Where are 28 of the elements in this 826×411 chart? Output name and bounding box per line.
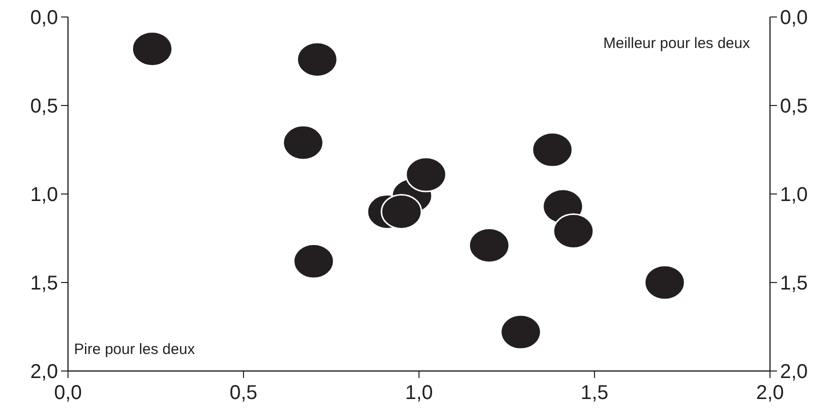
- point: [644, 264, 686, 300]
- y-tick-label: 0,0: [30, 7, 58, 29]
- x-tick-label: 1,0: [405, 382, 433, 404]
- y2-tick-label: 0,0: [780, 7, 808, 29]
- y-tick-label: 0,5: [30, 96, 58, 118]
- y2-tick-label: 1,5: [780, 272, 808, 294]
- point: [468, 228, 510, 264]
- x-tick-label: 0,5: [230, 382, 258, 404]
- point: [131, 31, 173, 67]
- point: [282, 124, 324, 160]
- y2-tick-label: 1,0: [780, 184, 808, 206]
- y-tick-label: 1,5: [30, 272, 58, 294]
- point: [380, 194, 422, 230]
- point: [405, 156, 447, 192]
- annotation: Meilleur pour les deux: [603, 35, 750, 52]
- x-tick-label: 0,0: [54, 382, 82, 404]
- point: [532, 132, 574, 168]
- point: [296, 42, 338, 78]
- y-tick-label: 1,0: [30, 184, 58, 206]
- point: [552, 213, 594, 249]
- y2-tick-label: 2,0: [780, 361, 808, 383]
- annotation: Pire pour les deux: [74, 341, 196, 358]
- x-tick-label: 2,0: [756, 382, 784, 404]
- point: [500, 314, 542, 350]
- y2-tick-label: 0,5: [780, 96, 808, 118]
- y-tick-label: 2,0: [30, 361, 58, 383]
- x-tick-label: 1,5: [580, 382, 608, 404]
- point: [292, 244, 334, 280]
